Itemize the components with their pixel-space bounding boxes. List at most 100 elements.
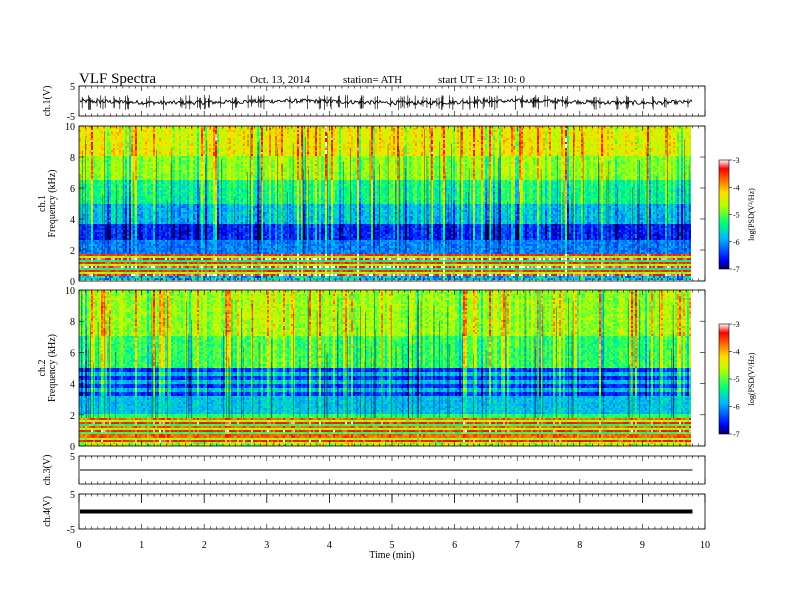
ch1-spec-cell [109,196,111,200]
ch1-spec-cell [109,274,111,276]
ch1-spec-cell [111,150,113,152]
ch1-spec-cell [109,186,111,188]
ch1-spec-cell [99,256,101,258]
ch1-spec-cell [81,140,83,142]
ch1-spec-cell [101,186,103,188]
ch1-spec-cell [111,176,113,178]
ch1-spec-cell [107,160,109,162]
ch1-spec-cell [105,276,107,278]
ch1-spec-cell [109,188,111,190]
ch1-spec-cell [91,270,93,272]
ch1-spec-cell [109,190,111,192]
ch1-spec-cell [105,218,107,220]
ch1-spec-cell [111,274,113,276]
ch1-spec-cell [91,178,93,180]
ch1-spec-cell [89,208,91,210]
ch1-spec-cell [83,196,85,200]
ch1-spec-cell [95,138,97,140]
ch1-spec-cell [83,176,85,180]
ch1-spec-cell [95,218,97,220]
ch1-spec-cell [105,278,107,280]
ch1-spec-cell [105,188,107,190]
ch1-spec-cell [99,136,101,138]
ch1-spec-cell [109,140,111,142]
ch1-spec-cell [89,206,91,208]
ch1-spec-cell [89,170,91,172]
ch1-spec-cell [105,228,107,230]
ch1-spec-cell [83,262,85,264]
ch1-spec-cell [89,166,91,168]
ch1-spec-cell [99,226,101,228]
ch1-spec-cell [89,186,91,188]
ch1-spec-cell [93,226,95,228]
ch1-spec-cell [97,248,99,252]
ch1-spec-cell [87,176,89,178]
ch1-spec-cell [109,152,111,154]
ch1-spec-cell [87,266,89,268]
ch1-spec-cell [95,168,97,172]
ch1-spec-cell [93,206,95,208]
ch1-spec-cell [89,226,91,228]
ch1-spec-cell [93,230,95,234]
ch1-spec-cell [97,240,99,242]
ch1-spec-cell [87,256,89,258]
ch1-spec-cell [111,156,113,160]
ch1-spec-cell [83,230,85,232]
ch1-spec-cell [95,200,97,202]
ch1-spec-cell [93,268,95,270]
ch1-spec-cell [99,144,101,146]
ch1-spec-cell [111,196,113,198]
ch1-spec-cell [83,148,85,156]
ch1-spec-cell [87,146,89,148]
ch1-spec-cell [97,266,99,268]
ch1-spec-cell [99,214,101,216]
ch1-spec-cell [89,222,91,224]
ch1-spec-cell [91,246,93,248]
ch1-spec-cell [89,272,91,274]
ch1-spec-cell [97,270,99,272]
ch1-spec-cell [111,170,113,174]
ch1-spec-cell [97,254,99,256]
ch1-spec-cell [107,148,109,150]
ch1-spec-cell [107,278,109,280]
ch1-spec-cell [93,262,95,264]
ch1-spec-cell [99,230,101,232]
ch1-spec-cell [87,158,89,160]
ch1-spec-cell [107,166,109,168]
ch1-spec-cell [109,180,111,182]
ch1-spec-cell [99,266,101,268]
ch1-spec-cell [105,184,107,186]
ch1-spec-cell [89,260,91,262]
ch1-spec-cell [89,144,91,146]
ch1-spec-cell [97,224,99,226]
ch1-spec-cell [105,222,107,224]
ch1-spec-cell [87,276,89,278]
ch1-spec-cell [111,244,113,246]
ch1-spec-cell [87,278,89,280]
ch1-spec-cell [111,236,113,238]
ch1-spec-cell [81,274,83,276]
ch1-spec-cell [97,208,99,210]
ch1-spec-cell [99,156,101,158]
ch1-spec-cell [105,212,107,214]
ch1-spec-cell [107,272,109,274]
ch1-spec-cell [87,264,89,266]
ch1-spec-cell [111,180,113,182]
ch1-spec-cell [99,188,101,190]
ch1-spec-cell [109,250,111,252]
ch1-spec-cell [95,242,97,244]
ch1-spec-cell [99,192,101,194]
ch1-spec-cell [89,188,91,190]
ch1-spec-cell [97,272,99,274]
ch1-spec-cell [111,224,113,226]
ch1-spec-cell [87,140,89,142]
ch1-spec-cell [107,180,109,184]
ch1-spec-cell [83,190,85,194]
ch1-spec-cell [97,204,99,208]
ch1-spec-cell [107,136,109,138]
ch1-spec-cell [95,252,97,254]
ch1-spec-cell [93,194,95,196]
ch1-spec-cell [109,266,111,268]
ch1-spec-cell [93,264,95,266]
ch1-spec-cell [83,254,85,256]
